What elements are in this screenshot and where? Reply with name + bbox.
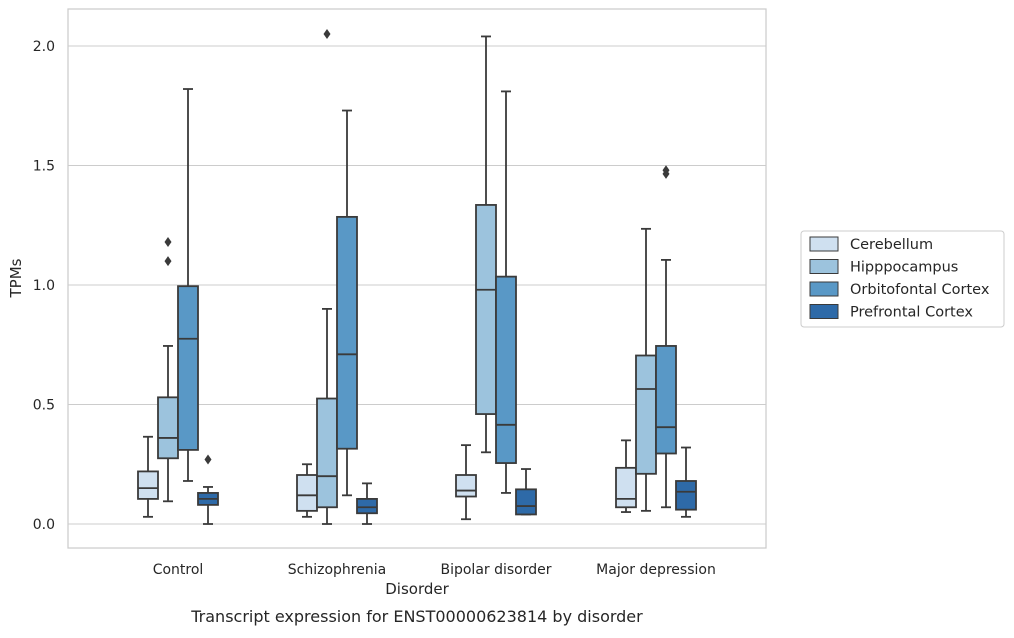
box-iqr xyxy=(356,498,378,515)
legend-frame xyxy=(800,230,1005,328)
outlier-point xyxy=(204,454,212,465)
series-orbitofontal-cortex xyxy=(177,88,677,509)
box-group xyxy=(296,463,318,518)
legend-entry: Orbitofontal Cortex xyxy=(809,281,990,298)
box-group xyxy=(177,88,199,482)
box-iqr xyxy=(495,275,517,464)
y-tick-label: 1.5 xyxy=(33,159,55,175)
chart-caption: Transcript expression for ENST0000062381… xyxy=(190,607,643,626)
box-iqr xyxy=(475,204,497,415)
box-group xyxy=(197,454,219,525)
legend-label: Orbitofontal Cortex xyxy=(850,282,990,298)
legend: Cerebellum Hipppocampus Orbitofontal Corte… xyxy=(800,230,1005,328)
box-iqr xyxy=(336,215,358,450)
outlier-point xyxy=(323,29,331,40)
legend-entry: Hipppocampus xyxy=(809,259,958,276)
y-tick-label: 0.5 xyxy=(33,398,55,414)
box-group xyxy=(336,109,358,497)
box-group xyxy=(356,482,378,525)
box-iqr xyxy=(655,345,677,455)
legend-swatch xyxy=(809,259,839,274)
box-iqr xyxy=(177,285,199,451)
outlier-point xyxy=(164,236,172,247)
box-group xyxy=(615,439,637,513)
y-axis-label: TPMs xyxy=(7,258,25,298)
box-iqr xyxy=(515,488,537,516)
x-tick-label: Major depression xyxy=(596,562,716,578)
legend-label: Cerebellum xyxy=(850,237,933,253)
series-prefrontal-cortex xyxy=(197,446,697,525)
y-tick-label: 1.0 xyxy=(33,278,55,294)
outlier-point xyxy=(662,165,670,176)
box-iqr xyxy=(296,474,318,512)
y-tick-label: 2.0 xyxy=(33,39,55,55)
y-tick-label: 0.0 xyxy=(33,517,55,533)
box-group xyxy=(655,165,677,509)
box-group xyxy=(137,435,159,518)
legend-label: Prefrontal Cortex xyxy=(850,305,973,321)
box-iqr xyxy=(675,480,697,511)
legend-swatch xyxy=(809,281,839,297)
box-iqr xyxy=(635,354,657,475)
legend-label: Hipppocampus xyxy=(850,260,958,276)
box-iqr xyxy=(137,470,159,500)
outlier-point xyxy=(164,256,172,267)
box-group xyxy=(455,444,477,521)
plot-area xyxy=(68,9,766,548)
box-iqr xyxy=(615,466,637,509)
box-group xyxy=(157,236,179,503)
box-iqr xyxy=(157,396,179,460)
box-group xyxy=(316,29,338,525)
x-axis-label: Disorder xyxy=(385,580,449,598)
legend-entry: Prefrontal Cortex xyxy=(809,304,973,321)
x-tick-label: Bipolar disorder xyxy=(440,562,551,578)
box-group xyxy=(675,446,697,518)
box-series-layer xyxy=(137,29,697,525)
box-iqr xyxy=(316,397,338,509)
legend-swatch xyxy=(809,236,839,252)
plot-frame xyxy=(67,8,767,549)
x-tick-label: Control xyxy=(153,562,204,578)
box-group xyxy=(495,90,517,494)
legend-swatch xyxy=(809,304,839,319)
legend-entry: Cerebellum xyxy=(809,236,933,253)
x-tick-labels: Control Schizophrenia Bipolar disorder Majo… xyxy=(153,562,716,578)
x-tick-label: Schizophrenia xyxy=(288,562,386,578)
box-group xyxy=(515,468,537,516)
box-iqr xyxy=(455,474,477,498)
series-cerebellum xyxy=(137,435,637,521)
y-tick-labels: 0.0 0.5 1.0 1.5 2.0 xyxy=(33,39,55,533)
legend-items: Cerebellum Hipppocampus Orbitofontal Corte… xyxy=(809,236,990,321)
series-hipppocampus xyxy=(157,29,657,525)
